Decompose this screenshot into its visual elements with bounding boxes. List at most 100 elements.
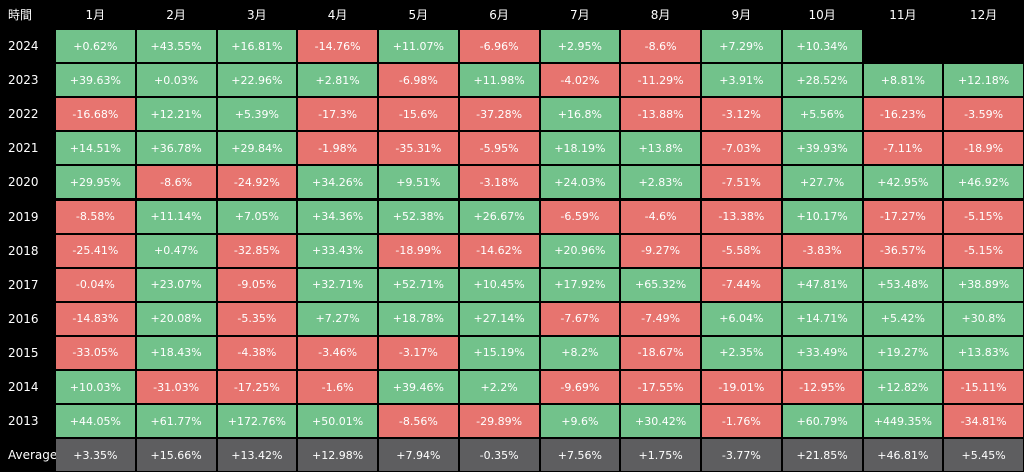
heatmap-cell: +5.42% <box>863 302 943 335</box>
average-cell: -0.35% <box>459 439 539 472</box>
heatmap-cell: +9.6% <box>540 405 620 438</box>
heatmap-cell: +15.19% <box>459 336 539 369</box>
heatmap-cell: -8.6% <box>136 166 216 199</box>
heatmap-cell: +61.77% <box>136 405 216 438</box>
heatmap-cell: -1.76% <box>702 405 781 438</box>
heatmap-cell: +34.26% <box>298 166 377 199</box>
row-label-2023: 2023 <box>8 73 39 88</box>
heatmap-cell: +0.62% <box>56 30 135 63</box>
heatmap-cell: +8.81% <box>863 64 943 97</box>
heatmap-cell: +2.83% <box>621 166 700 199</box>
average-cell: -3.77% <box>702 439 781 472</box>
heatmap-cell: -17.25% <box>217 371 297 404</box>
heatmap-cell: -7.03% <box>702 132 781 165</box>
heatmap-cell: +10.17% <box>782 200 862 233</box>
heatmap-cell: +43.55% <box>136 30 216 63</box>
heatmap-cell: +27.7% <box>782 166 862 199</box>
heatmap-cell: -3.83% <box>782 234 862 267</box>
row-label-2018: 2018 <box>8 243 39 258</box>
heatmap-cell: -15.11% <box>944 371 1023 404</box>
heatmap-cell: -36.57% <box>863 234 943 267</box>
heatmap-cell: -17.3% <box>298 98 377 131</box>
average-row-label: Average <box>8 448 58 463</box>
corner-label: 時間 <box>8 8 33 22</box>
heatmap-cell: +2.81% <box>298 64 377 97</box>
heatmap-cell: +52.71% <box>379 268 458 301</box>
heatmap-cell: -35.31% <box>379 132 458 165</box>
heatmap-cell: -7.44% <box>702 268 781 301</box>
row-label-2017: 2017 <box>8 277 39 292</box>
heatmap-cell: +38.89% <box>944 268 1023 301</box>
heatmap-cell: +30.42% <box>621 405 700 438</box>
heatmap-cell: +7.29% <box>702 30 781 63</box>
column-header-4: 4月 <box>327 8 348 22</box>
heatmap-cell: +12.82% <box>863 371 943 404</box>
heatmap-cell: -16.68% <box>56 98 135 131</box>
row-label-2021: 2021 <box>8 141 39 156</box>
heatmap-cell: -32.85% <box>217 234 297 267</box>
heatmap-cell: +46.92% <box>944 166 1023 199</box>
heatmap-cell: +12.18% <box>944 64 1023 97</box>
average-cell: +12.98% <box>298 439 377 472</box>
heatmap-cell: -29.89% <box>459 405 539 438</box>
average-cell: +3.35% <box>56 439 135 472</box>
heatmap-cell: -4.6% <box>621 200 700 233</box>
heatmap-cell: +26.67% <box>459 200 539 233</box>
row-label-2020: 2020 <box>8 175 39 190</box>
heatmap-cell: -5.15% <box>944 200 1023 233</box>
heatmap-cell: -19.01% <box>702 371 781 404</box>
heatmap-cell: -7.49% <box>621 302 700 335</box>
heatmap-cell: -8.58% <box>56 200 135 233</box>
column-header-7: 7月 <box>570 8 590 22</box>
heatmap-cell: +13.8% <box>621 132 700 165</box>
heatmap-cell: +23.07% <box>136 268 216 301</box>
heatmap-cell: +2.35% <box>702 336 781 369</box>
heatmap-cell: -6.59% <box>540 200 620 233</box>
heatmap-cell: +14.51% <box>56 132 135 165</box>
heatmap-cell: +18.43% <box>136 336 216 369</box>
heatmap-cell: +13.83% <box>944 336 1023 369</box>
heatmap-cell: -24.92% <box>217 166 297 199</box>
heatmap-cell: -3.46% <box>298 336 377 369</box>
heatmap-cell: -6.98% <box>379 64 458 97</box>
heatmap-cell: -37.28% <box>459 98 539 131</box>
heatmap-cell: +7.05% <box>217 200 297 233</box>
column-header-8: 8月 <box>650 8 671 22</box>
average-cell: +7.94% <box>379 439 458 472</box>
heatmap-cell: +53.48% <box>863 268 943 301</box>
average-cell: +13.42% <box>217 439 297 472</box>
heatmap-cell: -8.56% <box>379 405 458 438</box>
heatmap-cell: +10.03% <box>56 371 135 404</box>
heatmap-cell: +42.95% <box>863 166 943 199</box>
average-cell: +46.81% <box>863 439 943 472</box>
heatmap-cell: -5.15% <box>944 234 1023 267</box>
heatmap-cell: -4.02% <box>540 64 620 97</box>
heatmap-cell: +9.51% <box>379 166 458 199</box>
heatmap-cell: +32.71% <box>298 268 377 301</box>
heatmap-cell: +172.76% <box>217 405 297 438</box>
heatmap-cell: +52.38% <box>379 200 458 233</box>
heatmap-cell: -9.69% <box>540 371 620 404</box>
heatmap-cell: +34.36% <box>298 200 377 233</box>
heatmap-cell: -18.67% <box>621 336 700 369</box>
heatmap-cell: +16.81% <box>217 30 297 63</box>
heatmap-cell: +28.52% <box>782 64 862 97</box>
heatmap-cell: -18.9% <box>944 132 1023 165</box>
heatmap-cell: -13.88% <box>621 98 700 131</box>
heatmap-cell: +8.2% <box>540 336 620 369</box>
heatmap-cell: +18.78% <box>379 302 458 335</box>
heatmap-cell: +29.84% <box>217 132 297 165</box>
row-label-2014: 2014 <box>8 380 39 395</box>
heatmap-cell: +44.05% <box>56 405 135 438</box>
heatmap-cell: -0.04% <box>56 268 135 301</box>
row-label-2019: 2019 <box>8 209 39 224</box>
heatmap-cell: -5.58% <box>702 234 781 267</box>
heatmap-cell: -7.11% <box>863 132 943 165</box>
heatmap-cell: -16.23% <box>863 98 943 131</box>
heatmap-cell: +2.95% <box>540 30 620 63</box>
heatmap-cell: -9.05% <box>217 268 297 301</box>
heatmap-cell: +39.46% <box>379 371 458 404</box>
heatmap-cell: -5.95% <box>459 132 539 165</box>
heatmap-cell: +39.93% <box>782 132 862 165</box>
